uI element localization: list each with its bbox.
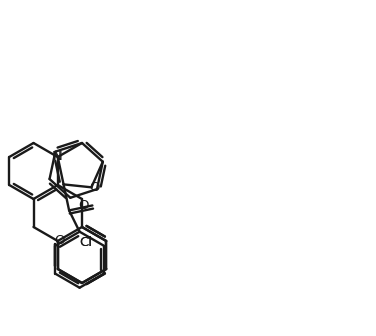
Text: O: O (78, 199, 88, 212)
Text: O: O (55, 235, 65, 248)
Text: N: N (52, 150, 62, 163)
Text: Cl: Cl (79, 237, 92, 250)
Text: N: N (53, 150, 63, 163)
Text: O: O (89, 181, 100, 194)
Text: Cl: Cl (79, 237, 92, 250)
